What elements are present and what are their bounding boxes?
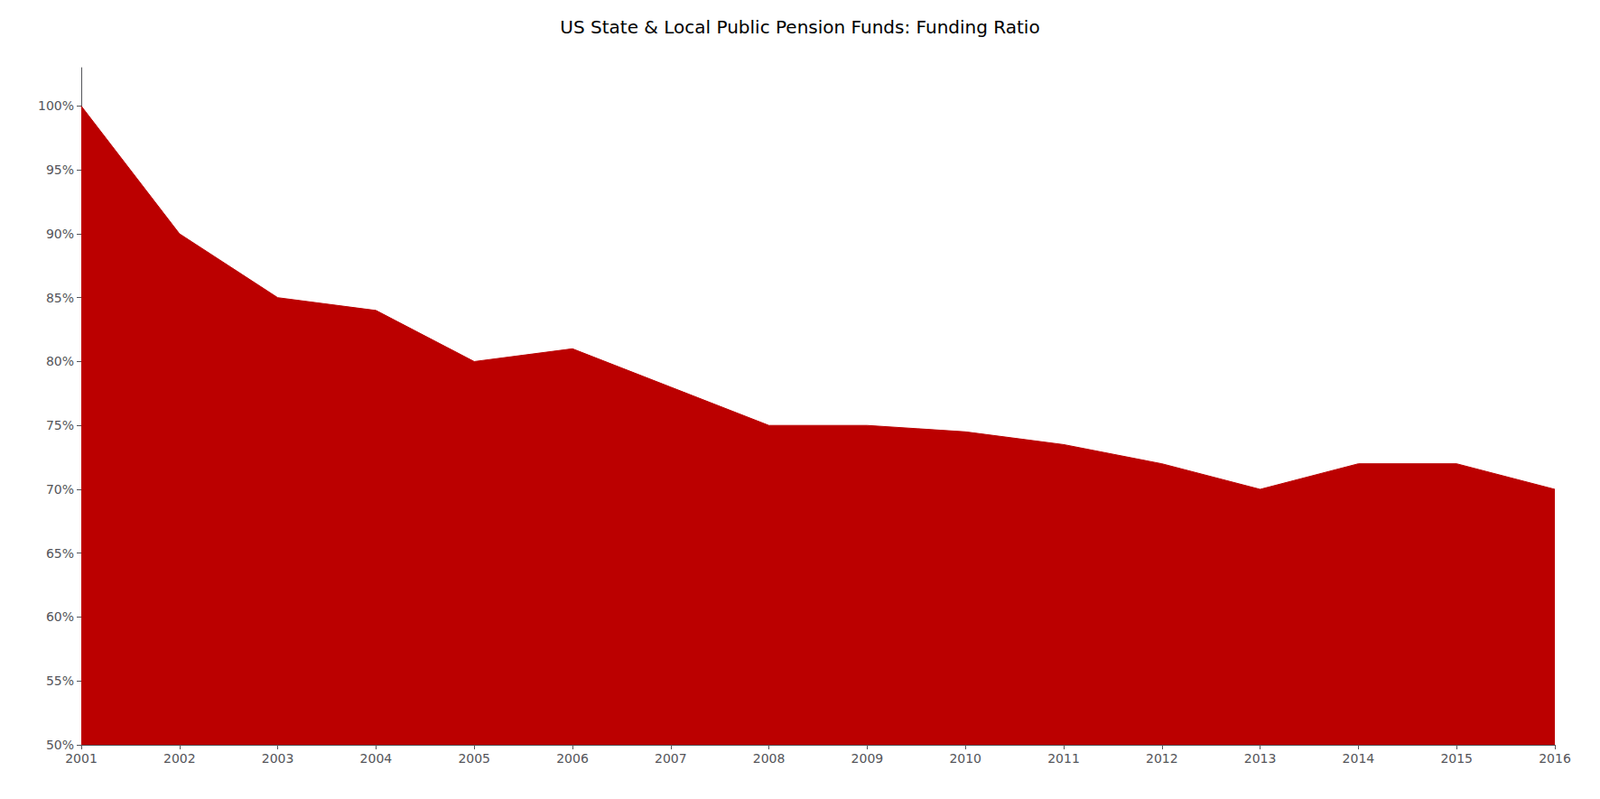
svg-text:85%: 85% [46,290,75,306]
svg-text:2008: 2008 [753,751,786,766]
svg-text:2014: 2014 [1342,751,1376,766]
svg-text:2005: 2005 [457,751,491,766]
svg-text:2003: 2003 [261,751,295,766]
svg-text:100%: 100% [37,98,75,113]
svg-text:90%: 90% [46,226,75,242]
svg-text:95%: 95% [46,162,75,177]
svg-text:2006: 2006 [556,751,589,766]
svg-text:60%: 60% [46,609,75,624]
svg-text:55%: 55% [46,673,75,689]
svg-text:65%: 65% [46,546,75,561]
svg-text:US State & Local Public Pensio: US State & Local Public Pension Funds: F… [559,16,1040,38]
svg-text:2001: 2001 [65,751,98,766]
svg-text:2010: 2010 [948,751,982,766]
svg-text:2013: 2013 [1244,751,1277,766]
svg-text:2007: 2007 [654,751,688,766]
svg-text:2016: 2016 [1538,751,1572,766]
svg-text:2004: 2004 [360,751,393,766]
svg-text:2012: 2012 [1145,751,1179,766]
svg-text:50%: 50% [46,737,75,753]
svg-text:70%: 70% [46,482,75,497]
svg-text:2009: 2009 [851,751,884,766]
svg-text:80%: 80% [46,353,75,369]
svg-text:75%: 75% [46,418,75,433]
svg-text:2015: 2015 [1440,751,1473,766]
svg-text:2002: 2002 [163,751,196,766]
svg-text:2011: 2011 [1047,751,1080,766]
